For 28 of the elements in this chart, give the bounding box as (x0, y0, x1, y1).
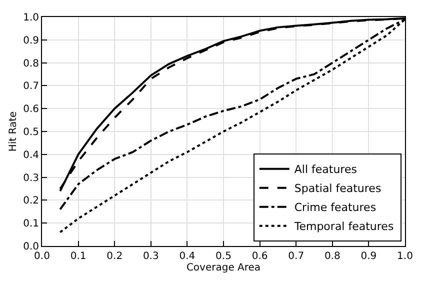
y-axis-title: Hit Rate (8, 111, 20, 152)
y-tick-label: 0.8 (23, 58, 39, 70)
y-tick-label: 0.0 (23, 242, 39, 252)
legend-label: Spatial features (294, 182, 382, 196)
y-tick-label: 0.7 (23, 81, 39, 92)
y-tick-label: 0.3 (23, 172, 39, 184)
x-tick-label: 0.5 (216, 251, 232, 262)
legend-label: Temporal features (293, 220, 394, 234)
x-tick-label: 0.3 (142, 251, 159, 262)
x-tick-label: 0.6 (252, 251, 268, 262)
y-tick-label: 0.9 (23, 35, 39, 46)
x-axis-title: Coverage Area (186, 262, 261, 274)
y-tick-label: 1.0 (23, 12, 39, 24)
y-tick-label: 0.5 (23, 127, 39, 138)
x-tick-label: 0.1 (70, 251, 86, 262)
y-tick-label: 0.4 (23, 150, 39, 161)
x-tick-label: 1.0 (397, 251, 413, 262)
x-tick-label: 0.4 (179, 251, 196, 262)
x-tick-label: 0.8 (324, 251, 340, 262)
legend-label: Crime features (294, 201, 376, 214)
legend-label: All features (294, 163, 358, 176)
y-tick-label: 0.2 (23, 196, 39, 207)
x-tick-label: 0.9 (360, 251, 377, 262)
y-tick-label: 0.1 (23, 218, 39, 230)
x-tick-label: 0.0 (34, 251, 50, 262)
y-tick-label: 0.6 (23, 104, 39, 116)
x-tick-label: 0.2 (106, 251, 123, 262)
x-tick-label: 0.7 (288, 251, 304, 262)
